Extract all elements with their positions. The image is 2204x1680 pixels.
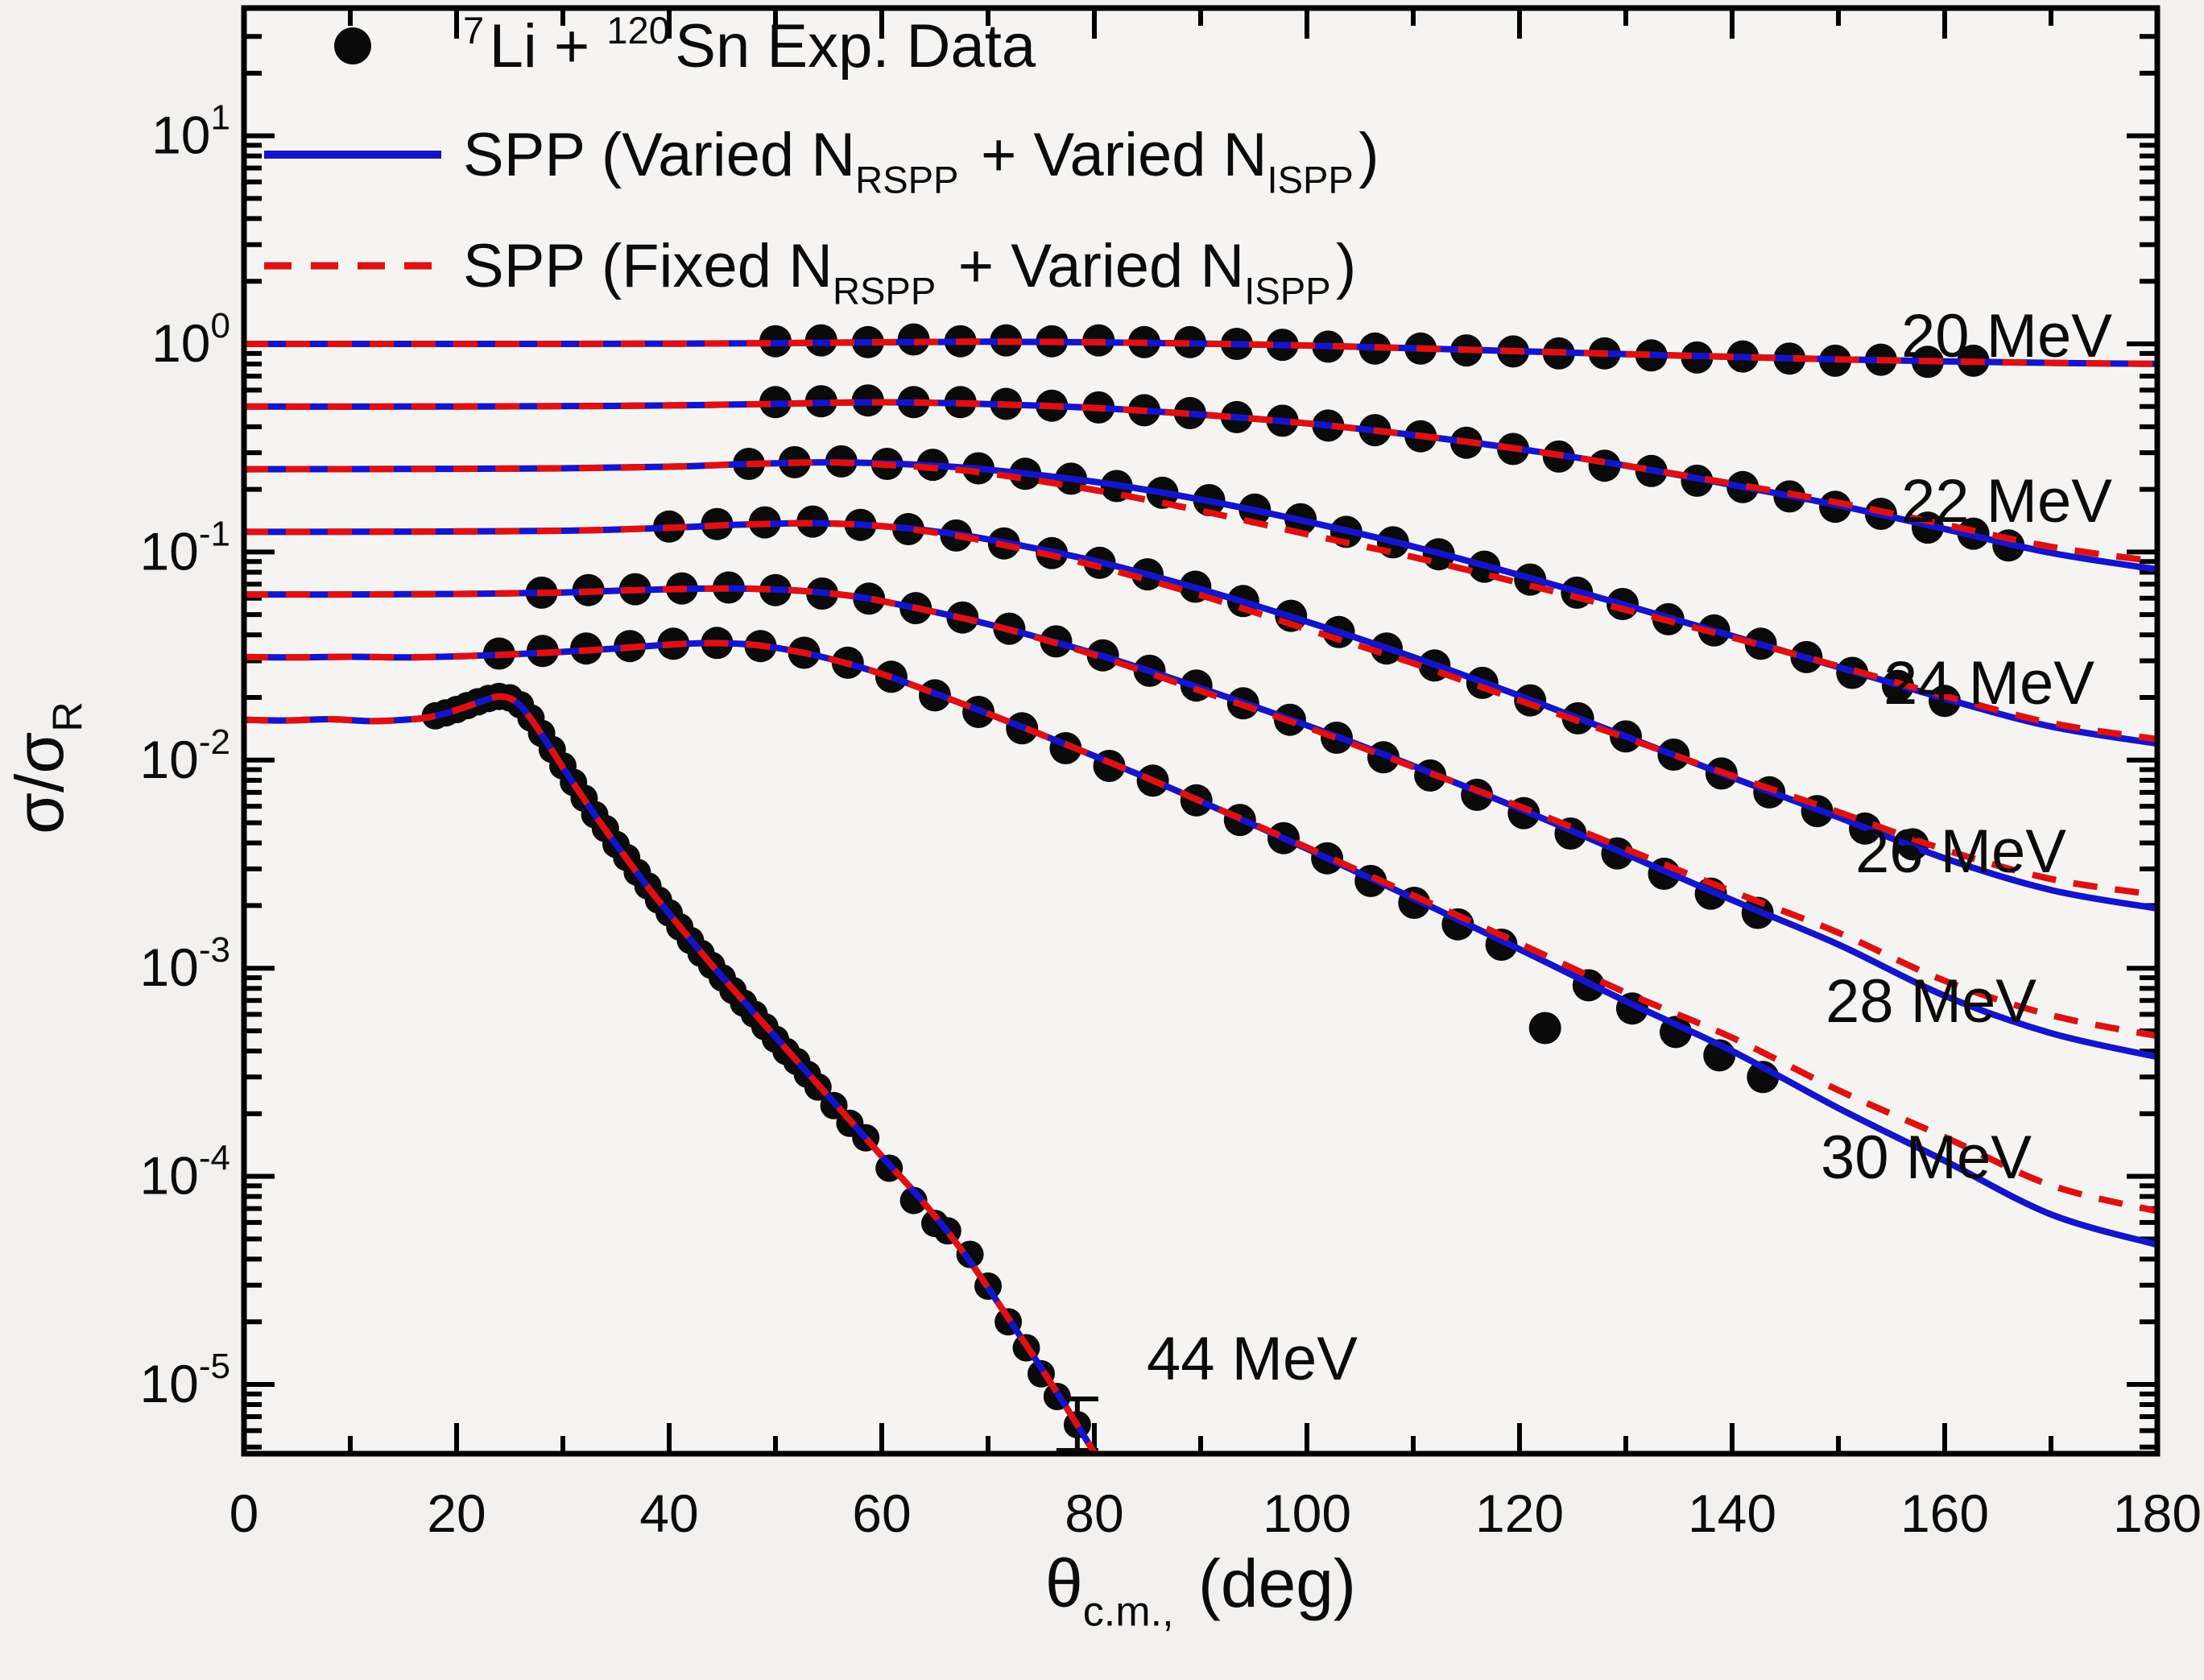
curve-dashed-26-mev <box>244 519 2157 899</box>
curve-dashed-30-mev <box>244 639 2157 1214</box>
y-tick-label: 100 <box>151 306 230 373</box>
y-tick-label: 10-3 <box>139 930 230 997</box>
y-tick-label: 10-4 <box>139 1139 230 1206</box>
curve-solid-26-mev <box>244 519 2157 912</box>
curve-dashed-44-mev <box>244 693 1099 1454</box>
data-points-22-mev <box>759 384 2025 562</box>
y-tick-label: 10-5 <box>139 1347 230 1413</box>
legend-label-2: SPP (Fixed NRSPP + Varied NISPP ) <box>463 232 1356 312</box>
x-tick-label: 80 <box>1065 1483 1123 1543</box>
x-axis-title: θc.m., (deg) <box>1045 1546 1356 1636</box>
legend-label-0: 7 Li + 120 Sn Exp. Data <box>463 9 1036 81</box>
curve-dashed-28-mev <box>244 585 2157 1040</box>
x-tick-label: 60 <box>852 1483 911 1543</box>
x-tick-label: 40 <box>639 1483 698 1543</box>
plot-area <box>244 8 2157 1454</box>
energy-label-28-mev: 28 MeV <box>1826 967 2037 1036</box>
plot-frame <box>241 5 2161 1457</box>
energy-label-24-mev: 24 MeV <box>1884 649 2094 718</box>
y-tick-label: 101 <box>151 98 230 165</box>
curve-dashed-24-mev <box>244 459 2157 743</box>
x-tick-label: 160 <box>1900 1483 1989 1543</box>
energy-label-22-mev: 22 MeV <box>1901 467 2112 536</box>
x-tick-label: 120 <box>1475 1483 1564 1543</box>
curve-dashed-22-mev <box>244 399 2157 565</box>
energy-label-26-mev: 26 MeV <box>1855 817 2066 886</box>
energy-label-44-mev: 44 MeV <box>1147 1325 1358 1393</box>
y-axis-title: σ/σR <box>2 696 92 834</box>
ticks-group <box>242 8 2160 1454</box>
y-tick-label: 10-2 <box>139 722 230 789</box>
x-tick-label: 180 <box>2113 1483 2202 1543</box>
y-tick-label: 10-1 <box>139 514 230 581</box>
data-point-44-mev <box>899 1186 928 1214</box>
curves-and-data-group <box>244 323 2157 1454</box>
x-tick-label: 140 <box>1688 1483 1776 1543</box>
x-tick-label: 0 <box>229 1483 259 1543</box>
data-point-30-mev <box>1528 1012 1561 1045</box>
data-points-30-mev <box>482 627 1780 1094</box>
curve-dashed-20-mev <box>244 338 2157 367</box>
legend-marker-circle <box>334 27 371 64</box>
energy-label-30-mev: 30 MeV <box>1821 1123 2032 1192</box>
legend-label-1: SPP (Varied NRSPP + Varied NISPP ) <box>463 121 1379 201</box>
x-tick-label: 100 <box>1263 1483 1351 1543</box>
x-tick-label: 20 <box>427 1483 486 1543</box>
energy-label-20-mev: 20 MeV <box>1901 302 2112 370</box>
